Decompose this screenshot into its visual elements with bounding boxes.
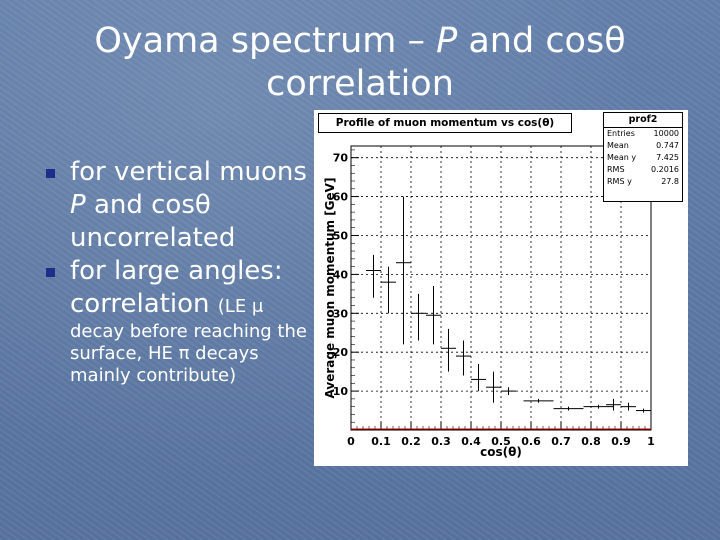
x-tick-label: 0.8	[581, 435, 601, 448]
data-points	[366, 196, 651, 413]
profile-point	[636, 408, 651, 413]
y-axis-label: Average muon momentum [GeV]	[323, 178, 337, 399]
stats-value: 0.2016	[651, 165, 679, 174]
stats-rows: Entries 10000 Mean 0.747 Mean y 7.425 RMS 0.201…	[604, 128, 682, 188]
x-tick-label: 0.4	[461, 435, 481, 448]
stats-row: Entries 10000	[604, 128, 682, 140]
y-tick-label: 10	[333, 385, 349, 398]
bullet-item-2: for large angles: correlation (LE μ	[46, 255, 316, 321]
profile-point	[366, 254, 381, 298]
y-tick-label: 50	[333, 229, 349, 242]
profile-point	[411, 293, 426, 341]
profile-point	[486, 371, 501, 403]
x-tick-label: 0.3	[431, 435, 451, 448]
stats-row: Mean 0.747	[604, 140, 682, 152]
stats-label: Mean y	[607, 153, 637, 162]
x-tick-label: 1	[647, 435, 655, 448]
profile-point	[523, 398, 554, 403]
stats-value: 27.8	[661, 177, 679, 186]
bullet2-text-a: for large angles: correlation	[70, 256, 283, 319]
stats-label: RMS	[607, 165, 625, 174]
profile-point	[426, 286, 441, 345]
x-tick-label: 0	[347, 435, 355, 448]
stats-row: RMS 0.2016	[604, 164, 682, 176]
axis-ticks: 0 0.1 0.2 0.3 0.4 0.5 0.6 0.7 0.8 0.9 1 10 20 30 40 50 6…	[333, 149, 655, 448]
stats-box: prof2 Entries 10000 Mean 0.747 Mean y 7.425 RM…	[603, 112, 683, 202]
profile-point	[583, 404, 614, 409]
x-tick-label: 0.2	[401, 435, 421, 448]
title-text-P: P	[436, 21, 458, 61]
profile-plot: 0 0.1 0.2 0.3 0.4 0.5 0.6 0.7 0.8 0.9 1 10 20 30 40 50 6…	[314, 110, 688, 466]
profile-point	[553, 406, 584, 411]
profile-point	[621, 402, 636, 411]
stats-label: Mean	[607, 141, 629, 150]
bullet2-small-text: (LE μ	[217, 296, 264, 317]
y-tick-label: 70	[333, 152, 349, 165]
x-tick-label: 0.7	[551, 435, 571, 448]
title-line-1: Oyama spectrum – P and cosθ	[40, 20, 680, 63]
profile-point	[501, 387, 516, 395]
slide-title: Oyama spectrum – P and cosθ correlation	[40, 20, 680, 106]
x-tick-label: 0.1	[371, 435, 391, 448]
y-tick-label: 20	[333, 346, 349, 359]
profile-point	[441, 328, 456, 372]
square-bullet-icon	[46, 169, 55, 178]
profile-point	[456, 340, 471, 376]
bullet-note: decay before reaching the surface, HE π …	[70, 321, 307, 386]
plot-title: Profile of muon momentum vs cos(θ)	[318, 113, 572, 133]
profile-point	[471, 363, 486, 392]
bullet-list: for vertical muons P and cosθ uncorrelat…	[46, 156, 316, 387]
profile-point	[396, 196, 411, 345]
x-tick-label: 0.9	[611, 435, 631, 448]
bullet1-text-P: P	[70, 190, 86, 220]
stats-label: RMS y	[607, 177, 632, 186]
x-tick-label: 0.5	[491, 435, 511, 448]
plot-grid	[351, 146, 651, 430]
x-tick-label: 0.6	[521, 435, 541, 448]
y-tick-label: 40	[333, 268, 349, 281]
profile-point	[381, 266, 396, 314]
y-tick-label: 30	[333, 307, 349, 320]
stats-value: 0.747	[656, 141, 679, 150]
title-text-b: and cosθ	[457, 21, 626, 61]
square-bullet-icon	[46, 268, 55, 277]
x-axis-label: cos(θ)	[480, 445, 522, 459]
stats-value: 10000	[653, 129, 679, 138]
stats-row: Mean y 7.425	[604, 152, 682, 164]
stats-value: 7.425	[656, 153, 679, 162]
stats-name: prof2	[604, 113, 682, 128]
bullet1-text-b: and cosθ uncorrelated	[70, 190, 236, 253]
bullet1-text-a: for vertical muons	[70, 157, 307, 187]
y-tick-label: 60	[333, 191, 349, 204]
title-line-2: correlation	[266, 64, 454, 104]
stats-label: Entries	[607, 129, 635, 138]
bullet-item-1: for vertical muons P and cosθ uncorrelat…	[46, 156, 316, 255]
profile-point	[606, 398, 621, 411]
profile-plot-panel: 0 0.1 0.2 0.3 0.4 0.5 0.6 0.7 0.8 0.9 1 10 20 30 40 50 6…	[314, 110, 688, 466]
title-text-a: Oyama spectrum –	[94, 21, 437, 61]
stats-row: RMS y 27.8	[604, 176, 682, 188]
